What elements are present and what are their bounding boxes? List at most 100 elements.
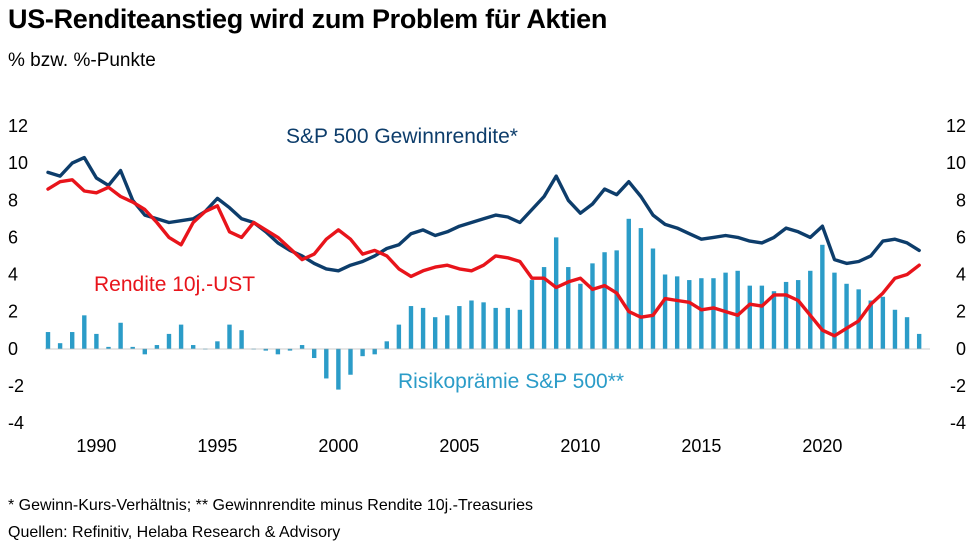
premium-bar [795,280,801,349]
x-tick-label: 2010 [560,436,600,456]
premium-bar [481,302,486,349]
premium-bar [45,332,51,349]
y-tick-label-right: 12 [946,116,966,136]
series-label-premium: Risikoprämie S&P 500** [398,370,624,393]
premium-bar [674,276,680,349]
premium-bar [759,285,765,349]
premium-bars [45,218,922,390]
chart-title: US-Renditeanstieg wird zum Problem für A… [8,4,608,34]
y-tick-label-right: 10 [946,153,966,173]
premium-bar [336,348,341,390]
premium-bar [263,348,268,351]
premium-bar [662,274,668,349]
y-tick-label-right: 8 [956,190,966,210]
premium-bar [118,322,123,349]
series-label-sp500: S&P 500 Gewinnrendite* [286,125,518,148]
premium-bar [626,218,631,349]
premium-bar [215,341,220,349]
premium-bar [324,348,329,379]
footnote: * Gewinn-Kurs-Verhältnis; ** Gewinnrendi… [8,497,533,514]
premium-bar [614,250,619,349]
premium-bar [130,346,135,349]
premium-bar [517,309,523,349]
sp500-earnings-yield-line [46,155,921,273]
y-tick-label-left: 4 [8,265,18,285]
x-tick-label: 2005 [439,436,479,456]
y-tick-label-left: -2 [8,376,24,396]
premium-bar [808,270,813,349]
premium-bar [541,267,547,349]
y-tick-label-left: 2 [8,302,18,322]
premium-bar [820,244,825,349]
premium-bar [638,228,644,349]
y-tick-label-right: 4 [956,265,966,285]
premium-bar [106,346,111,349]
premium-bar [699,278,704,349]
premium-bar [493,307,498,349]
premium-bar [711,278,716,349]
premium-bar [904,317,910,349]
premium-bar [783,281,789,349]
premium-bar [529,280,535,349]
y-tick-label-right: 2 [956,302,966,322]
premium-bar [384,341,389,349]
y-tick-label-right: -4 [950,413,966,433]
premium-bar [735,270,740,349]
premium-bar [868,300,873,349]
premium-bar [82,315,87,349]
premium-bar [553,237,559,349]
y-tick-label-left: 0 [8,339,18,359]
premium-bar [94,333,99,349]
premium-bar [70,332,75,349]
premium-bar [892,309,898,349]
source-note: Quellen: Refinitiv, Helaba Research & Ad… [8,524,341,541]
y-tick-label-left: -4 [8,413,24,433]
premium-bar [505,307,510,349]
premium-bar [408,306,414,349]
premium-bar [142,348,147,355]
premium-bar [178,324,184,349]
premium-bar [190,345,196,349]
y-tick-label-right: 0 [956,339,966,359]
premium-bar [57,343,63,349]
premium-bar [372,348,377,355]
premium-bar [275,348,281,355]
x-tick-label: 1990 [76,436,116,456]
premium-bar [227,324,232,349]
series-labels: S&P 500 Gewinnrendite* Rendite 10j.-UST Ri… [94,125,624,393]
premium-bar [880,296,886,349]
y-tick-label-left: 8 [8,190,18,210]
premium-bar [771,291,777,349]
x-axis: 1990 1995 2000 2005 2010 2015 2020 [76,436,842,456]
premium-bar [844,283,849,349]
premium-bar [154,345,160,349]
y-tick-label-right: -2 [950,376,966,396]
premium-bar [916,333,922,349]
premium-bar [166,333,172,349]
premium-bar [747,285,752,349]
y-tick-label-right: 6 [956,227,966,247]
premium-bar [650,248,656,349]
x-tick-label: 2015 [681,436,721,456]
y-axis-right: 12 10 8 6 4 2 0 -2 -4 [946,116,966,433]
x-tick-label: 2000 [318,436,358,456]
premium-bar [687,280,692,349]
premium-bar [239,330,244,349]
premium-bar [832,272,837,349]
premium-bar [420,307,426,349]
premium-bar [360,348,365,357]
premium-bar [566,267,571,349]
x-tick-label: 1995 [197,436,237,456]
premium-bar [299,345,305,349]
premium-bar [396,324,402,349]
premium-bar [457,306,462,349]
premium-bar [602,252,607,349]
y-axis-left: 12 10 8 6 4 2 0 -2 -4 [8,116,28,433]
x-tick-label: 2020 [802,436,842,456]
ust-10y-yield-line [46,178,921,338]
premium-bar [287,348,293,351]
premium-bar [578,283,583,349]
premium-bar [311,348,317,359]
series-label-ust: Rendite 10j.-UST [94,273,255,296]
